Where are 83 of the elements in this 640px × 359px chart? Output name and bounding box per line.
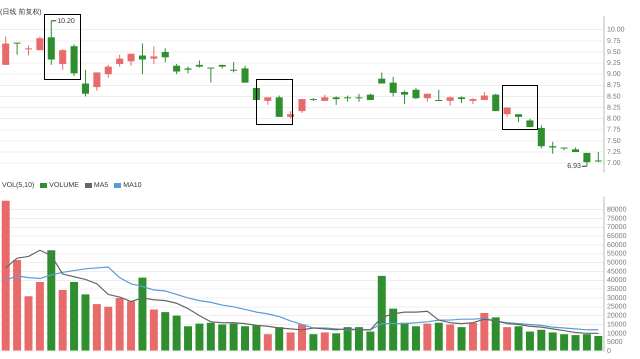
candlestick: [14, 42, 21, 56]
bar: [434, 322, 443, 350]
bar: [92, 304, 101, 350]
bar: [161, 312, 170, 350]
candlestick: [2, 36, 10, 66]
candlestick: [24, 44, 32, 56]
bar: [150, 309, 158, 350]
bar: [572, 335, 580, 350]
bar: [548, 332, 557, 350]
candlestick: [390, 76, 397, 97]
bar: [206, 322, 215, 350]
bar: [195, 324, 204, 350]
candlestick: [138, 43, 146, 75]
candlestick: [538, 124, 545, 149]
bar: [116, 298, 124, 350]
candlestick: [446, 96, 454, 106]
bar: [378, 276, 386, 350]
bar: [354, 327, 363, 350]
bar: [127, 302, 136, 350]
bar: [47, 250, 56, 350]
bar: [458, 327, 466, 350]
bar: [412, 326, 420, 350]
candlestick: [435, 89, 442, 102]
bar: [36, 282, 44, 350]
candlestick: [241, 65, 249, 84]
bar: [58, 290, 67, 350]
bar: [468, 322, 477, 350]
candlestick: [173, 63, 180, 75]
candlestick: [128, 53, 135, 66]
candlestick: [549, 141, 556, 154]
candlestick: [230, 62, 238, 73]
bar: [230, 324, 238, 350]
bar: [13, 260, 22, 350]
bar: [218, 324, 226, 350]
candlestick: [594, 151, 602, 163]
candlestick: [298, 98, 306, 114]
bar: [514, 326, 523, 350]
candlestick: [276, 95, 283, 118]
bar: [264, 334, 272, 350]
bar: [24, 296, 32, 350]
candlestick: [162, 48, 169, 63]
candlestick: [583, 152, 590, 167]
bar: [286, 332, 295, 350]
bar: [252, 325, 260, 350]
bar: [2, 200, 10, 350]
candlestick: [104, 64, 112, 78]
bar: [389, 308, 398, 350]
bar: [503, 327, 512, 350]
bar: [560, 334, 568, 350]
bar: [104, 306, 112, 350]
candlestick: [412, 87, 420, 100]
bar: [184, 326, 192, 350]
candlestick: [36, 36, 44, 51]
candlestick: [504, 107, 511, 118]
bar: [81, 294, 90, 350]
bar: [480, 312, 488, 350]
candlestick: [207, 67, 214, 84]
bar: [172, 316, 181, 350]
candlestick: [401, 90, 408, 104]
bar: [70, 282, 78, 350]
candlestick: [48, 20, 55, 66]
candlestick: [93, 72, 100, 92]
candlestick: [116, 54, 124, 68]
bar: [320, 332, 329, 350]
bar: [582, 334, 591, 350]
bar: [594, 336, 602, 350]
bar: [241, 326, 250, 350]
candlestick: [59, 48, 66, 70]
bar: [492, 317, 500, 350]
bar: [309, 334, 318, 350]
bar: [537, 330, 546, 350]
bar: [298, 324, 306, 350]
bar: [138, 278, 146, 350]
bar: [344, 327, 352, 350]
bar: [366, 332, 374, 350]
bar: [423, 324, 432, 350]
bar: [446, 324, 454, 350]
bar: [400, 322, 409, 350]
bar: [332, 333, 340, 350]
candlestick: [82, 69, 90, 97]
candlestick: [492, 93, 500, 112]
bar: [275, 327, 284, 350]
bar: [526, 332, 534, 350]
